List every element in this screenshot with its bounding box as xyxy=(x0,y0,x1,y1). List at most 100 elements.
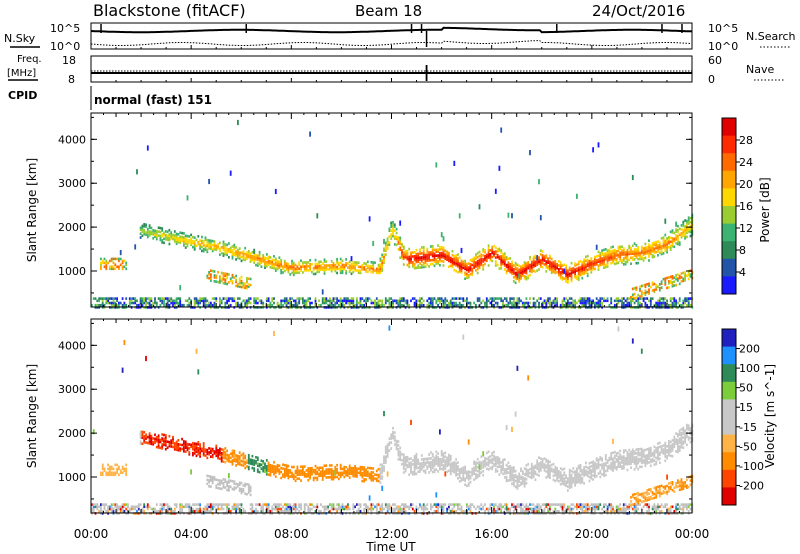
p-clutter-cell xyxy=(583,303,585,307)
v-echo-cell xyxy=(240,463,243,467)
p-echo-cell xyxy=(500,257,503,260)
v-echo-cell xyxy=(363,478,366,481)
p-echo-cell xyxy=(148,224,151,227)
p-echo-cell xyxy=(565,274,567,277)
p-clutter-cell xyxy=(678,299,681,303)
v-echo-cell xyxy=(462,472,465,476)
nsky-tick-top: 10^5 xyxy=(50,22,80,35)
v-echo-cell xyxy=(404,467,407,471)
p-echo-cell xyxy=(678,241,681,244)
p-secondary-cell xyxy=(648,290,650,293)
p-echo-cell xyxy=(671,243,674,246)
p-echo-cell xyxy=(583,270,585,273)
p-secondary-cell xyxy=(119,257,122,261)
p-echo-cell xyxy=(229,248,232,252)
p-echo-cell xyxy=(577,262,580,266)
p-echo-cell xyxy=(549,264,551,268)
v-echo-cell xyxy=(433,456,436,460)
p-clutter-cell xyxy=(460,303,463,307)
p-echo-cell xyxy=(675,228,677,231)
v-echo-cell xyxy=(393,439,396,442)
p-echo-cell xyxy=(316,266,319,270)
p-echo-cell xyxy=(390,233,393,236)
p-echo-cell xyxy=(453,268,456,272)
p-secondary-cell xyxy=(651,281,654,284)
p-echo-cell xyxy=(430,251,432,254)
p-clutter-cell xyxy=(204,301,207,305)
p-clutter-cell xyxy=(419,303,421,307)
p-echo-cell xyxy=(309,268,311,272)
p-echo-cell xyxy=(604,257,607,261)
p-echo-cell xyxy=(631,244,634,248)
v-clutter-cell xyxy=(267,505,270,509)
v-clutter-cell xyxy=(392,509,394,513)
v-clutter-cell xyxy=(271,507,274,511)
p-clutter-cell xyxy=(222,297,225,300)
v-echo-cell xyxy=(226,459,228,463)
p-clutter-cell xyxy=(334,297,337,300)
v-echo-cell xyxy=(269,468,272,471)
v-echo-cell xyxy=(444,451,447,455)
v-clutter-cell xyxy=(222,503,225,506)
p-clutter-cell xyxy=(686,299,688,303)
p-clutter-cell xyxy=(505,303,508,307)
p-echo-cell xyxy=(458,262,461,265)
v-echo-cell xyxy=(413,468,416,472)
p-secondary-cell xyxy=(107,261,109,265)
v-echo-cell xyxy=(375,479,378,483)
v-clutter-cell xyxy=(311,503,313,506)
p-echo-cell xyxy=(502,260,504,264)
p-secondary-cell xyxy=(121,267,124,271)
v-clutter-cell xyxy=(356,503,358,506)
p-clutter-cell xyxy=(622,297,625,300)
p-echo-cell xyxy=(628,252,631,256)
p-echo-cell xyxy=(484,250,486,254)
v-echo-cell xyxy=(269,466,272,469)
p-echo-cell xyxy=(677,230,679,234)
v-echo-cell xyxy=(381,463,384,466)
p-clutter-cell xyxy=(168,303,171,307)
v-echo-cell xyxy=(285,472,288,475)
p-echo-cell xyxy=(188,235,191,238)
v-echo-cell xyxy=(161,447,164,450)
v-clutter-cell xyxy=(224,503,227,506)
p-echo-cell xyxy=(417,254,420,258)
v-clutter-cell xyxy=(219,507,221,511)
v-echo-cell xyxy=(392,434,394,438)
v-secondary-cell xyxy=(101,473,104,477)
p-echo-cell xyxy=(402,253,405,256)
v-echo-cell xyxy=(197,448,200,452)
p-echo-cell xyxy=(238,253,241,256)
p-echo-cell xyxy=(453,258,456,262)
p-clutter-cell xyxy=(168,297,171,300)
p-noise-cell xyxy=(399,220,402,226)
p-clutter-cell xyxy=(401,303,403,307)
colorbar-tick-label: 24 xyxy=(739,156,753,169)
v-secondary-cell xyxy=(210,485,212,488)
v-clutter-cell xyxy=(440,505,443,509)
v-clutter-cell xyxy=(197,503,200,506)
p-echo-cell xyxy=(467,268,470,271)
v-noise-cell xyxy=(92,429,95,435)
p-echo-cell xyxy=(206,242,209,246)
v-echo-cell xyxy=(312,470,315,474)
p-echo-cell xyxy=(276,265,279,269)
p-secondary-cell xyxy=(678,282,681,286)
v-echo-cell xyxy=(247,461,250,465)
v-clutter-cell xyxy=(208,505,210,509)
p-echo-cell xyxy=(604,265,607,269)
p-echo-cell xyxy=(613,254,616,258)
p-clutter-cell xyxy=(549,301,551,305)
p-clutter-cell xyxy=(655,301,658,305)
v-clutter-cell xyxy=(402,505,405,509)
p-secondary-cell xyxy=(100,263,102,267)
p-echo-cell xyxy=(532,263,535,267)
v-echo-cell xyxy=(393,443,396,446)
v-echo-cell xyxy=(202,444,205,447)
p-noise-cell xyxy=(350,256,353,262)
v-echo-cell xyxy=(383,457,385,460)
v-clutter-cell xyxy=(197,507,200,511)
p-echo-cell xyxy=(655,240,658,244)
v-echo-cell xyxy=(155,439,158,443)
v-clutter-cell xyxy=(154,509,156,513)
